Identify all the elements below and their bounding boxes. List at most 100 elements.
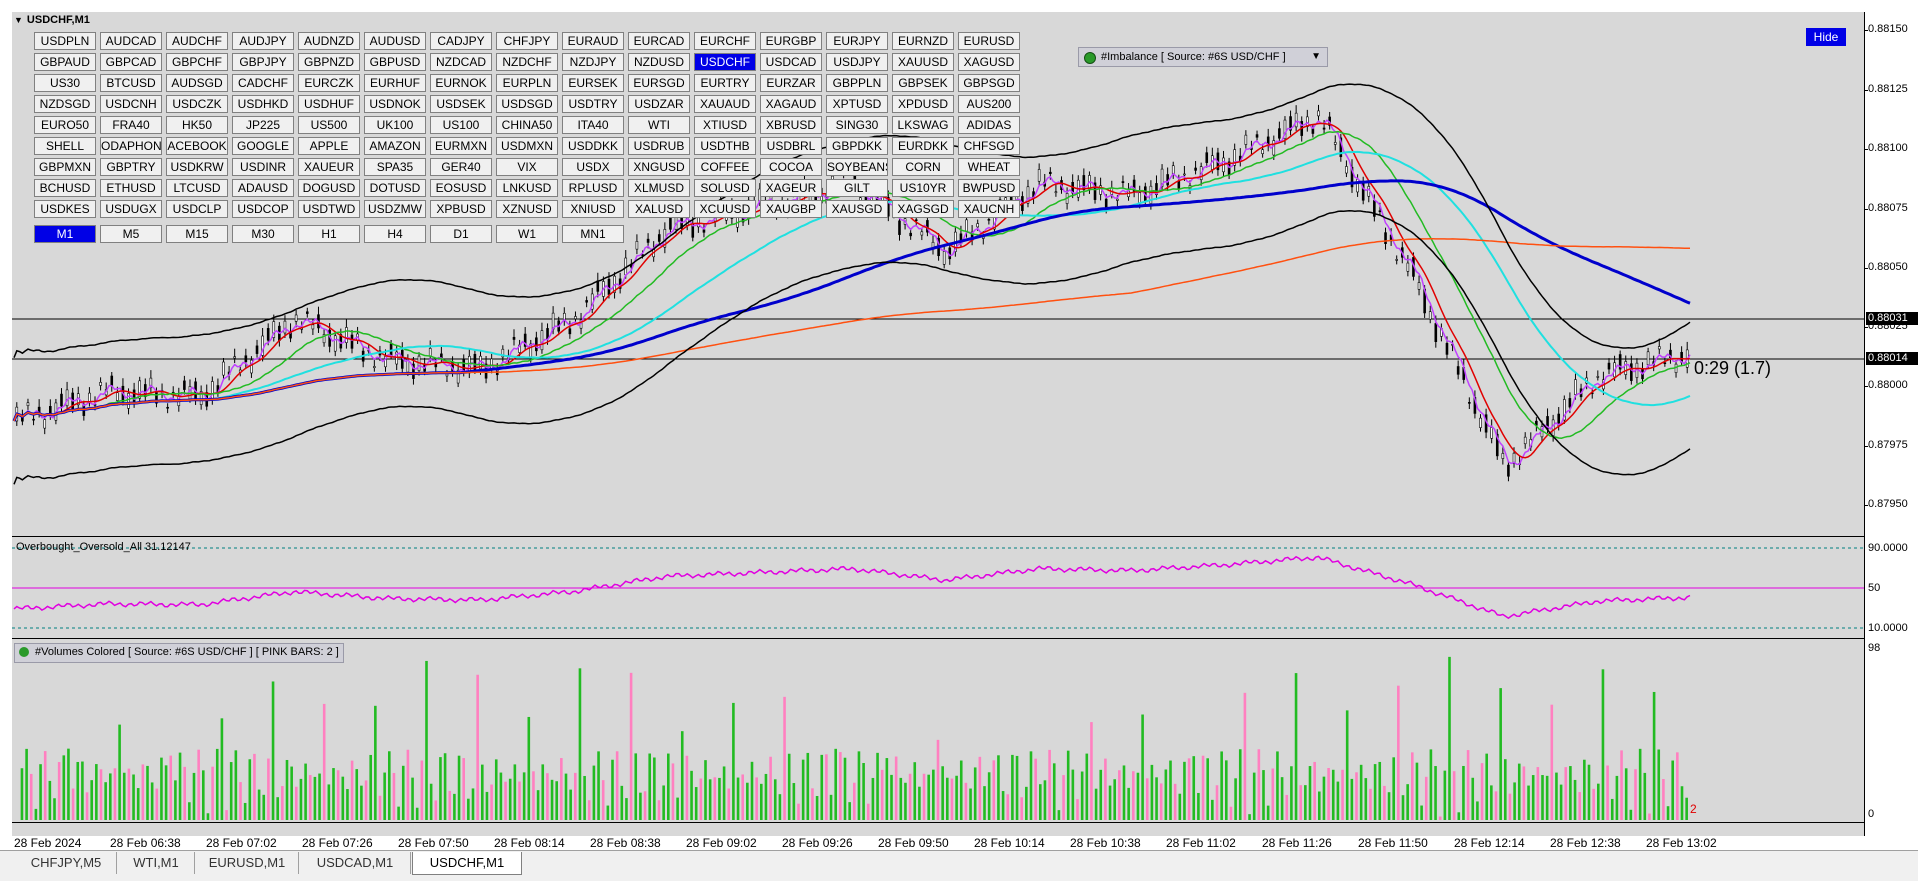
- symbol-button-xageur[interactable]: XAGEUR: [760, 179, 822, 197]
- symbol-button-lkswag[interactable]: LKSWAG: [892, 116, 954, 134]
- symbol-button-us10yr[interactable]: US10YR: [892, 179, 954, 197]
- symbol-button-usdzar[interactable]: USDZAR: [628, 95, 690, 113]
- symbol-button-usdclp[interactable]: USDCLP: [166, 200, 228, 218]
- symbol-button-gbppln[interactable]: GBPPLN: [826, 74, 888, 92]
- symbol-button-gbpusd[interactable]: GBPUSD: [364, 53, 426, 71]
- imbalance-indicator[interactable]: #Imbalance [ Source: #6S USD/CHF ] ▼: [1078, 47, 1328, 67]
- symbol-button-usdbrl[interactable]: USDBRL: [760, 137, 822, 155]
- symbol-button-audjpy[interactable]: AUDJPY: [232, 32, 294, 50]
- symbol-button-usdtwd[interactable]: USDTWD: [298, 200, 360, 218]
- symbol-button-apple[interactable]: APPLE: [298, 137, 360, 155]
- symbol-button-spa35[interactable]: SPA35: [364, 158, 426, 176]
- symbol-button-audcad[interactable]: AUDCAD: [100, 32, 162, 50]
- symbol-button-audusd[interactable]: AUDUSD: [364, 32, 426, 50]
- symbol-button-nzdusd[interactable]: NZDUSD: [628, 53, 690, 71]
- symbol-button-nzdjpy[interactable]: NZDJPY: [562, 53, 624, 71]
- timeframe-button-mn1[interactable]: MN1: [562, 225, 624, 243]
- symbol-button-usdcnh[interactable]: USDCNH: [100, 95, 162, 113]
- symbol-button-eurczk[interactable]: EURCZK: [298, 74, 360, 92]
- symbol-button-gbpcad[interactable]: GBPCAD: [100, 53, 162, 71]
- symbol-button-solusd[interactable]: SOLUSD: [694, 179, 756, 197]
- symbol-button-xagusd[interactable]: XAGUSD: [958, 53, 1020, 71]
- symbol-button-euraud[interactable]: EURAUD: [562, 32, 624, 50]
- symbol-button-gbpnzd[interactable]: GBPNZD: [298, 53, 360, 71]
- symbol-button-xagaud[interactable]: XAGAUD: [760, 95, 822, 113]
- symbol-button-eurgbp[interactable]: EURGBP: [760, 32, 822, 50]
- symbol-button-nzdsgd[interactable]: NZDSGD: [34, 95, 96, 113]
- symbol-button-cadchf[interactable]: CADCHF: [232, 74, 294, 92]
- hide-button[interactable]: Hide: [1806, 28, 1846, 46]
- chart-tab-eurusd-m1[interactable]: EURUSD,M1: [196, 852, 299, 874]
- symbol-button-eurtry[interactable]: EURTRY: [694, 74, 756, 92]
- symbol-button-acebook[interactable]: ACEBOOK: [166, 137, 228, 155]
- symbol-button-xpbusd[interactable]: XPBUSD: [430, 200, 492, 218]
- symbol-button-eosusd[interactable]: EOSUSD: [430, 179, 492, 197]
- symbol-button-xbrusd[interactable]: XBRUSD: [760, 116, 822, 134]
- symbol-button-chfsgd[interactable]: CHFSGD: [958, 137, 1020, 155]
- symbol-button-soybeans[interactable]: SOYBEANS: [826, 158, 888, 176]
- symbol-button-usdrub[interactable]: USDRUB: [628, 137, 690, 155]
- symbol-button-gbpsek[interactable]: GBPSEK: [892, 74, 954, 92]
- symbol-button-euro50[interactable]: EURO50: [34, 116, 96, 134]
- chart-tab-chfjpy-m5[interactable]: CHFJPY,M5: [16, 852, 117, 874]
- symbol-button-xaucnh[interactable]: XAUCNH: [958, 200, 1020, 218]
- symbol-button-usdx[interactable]: USDX: [562, 158, 624, 176]
- symbol-button-usdcad[interactable]: USDCAD: [760, 53, 822, 71]
- symbol-button-xngusd[interactable]: XNGUSD: [628, 158, 690, 176]
- symbol-button-usdczk[interactable]: USDCZK: [166, 95, 228, 113]
- symbol-button-us30[interactable]: US30: [34, 74, 96, 92]
- symbol-button-xptusd[interactable]: XPTUSD: [826, 95, 888, 113]
- symbol-button-xznusd[interactable]: XZNUSD: [496, 200, 558, 218]
- symbol-button-gbpaud[interactable]: GBPAUD: [34, 53, 96, 71]
- symbol-button-usdpln[interactable]: USDPLN: [34, 32, 96, 50]
- symbol-button-usdcop[interactable]: USDCOP: [232, 200, 294, 218]
- symbol-button-xlmusd[interactable]: XLMUSD: [628, 179, 690, 197]
- timeframe-button-w1[interactable]: W1: [496, 225, 558, 243]
- symbol-button-adidas[interactable]: ADIDAS: [958, 116, 1020, 134]
- symbol-button-eurpln[interactable]: EURPLN: [496, 74, 558, 92]
- symbol-button-eurhuf[interactable]: EURHUF: [364, 74, 426, 92]
- symbol-button-xniusd[interactable]: XNIUSD: [562, 200, 624, 218]
- symbol-button-dotusd[interactable]: DOTUSD: [364, 179, 426, 197]
- symbol-button-eurzar[interactable]: EURZAR: [760, 74, 822, 92]
- symbol-button-eurdkk[interactable]: EURDKK: [892, 137, 954, 155]
- symbol-button-nzdcad[interactable]: NZDCAD: [430, 53, 492, 71]
- symbol-button-us100[interactable]: US100: [430, 116, 492, 134]
- symbol-button-audchf[interactable]: AUDCHF: [166, 32, 228, 50]
- symbol-button-gbpsgd[interactable]: GBPSGD: [958, 74, 1020, 92]
- volumes-label[interactable]: #Volumes Colored [ Source: #6S USD/CHF ]…: [14, 643, 344, 663]
- symbol-button-aus200[interactable]: AUS200: [958, 95, 1020, 113]
- symbol-button-vix[interactable]: VIX: [496, 158, 558, 176]
- chart-tab-usdchf-m1[interactable]: USDCHF,M1: [412, 852, 522, 875]
- symbol-button-gbpdkk[interactable]: GBPDKK: [826, 137, 888, 155]
- symbol-button-eurcad[interactable]: EURCAD: [628, 32, 690, 50]
- symbol-button-usdsgd[interactable]: USDSGD: [496, 95, 558, 113]
- timeframe-button-h4[interactable]: H4: [364, 225, 426, 243]
- symbol-button-eurnok[interactable]: EURNOK: [430, 74, 492, 92]
- symbol-button-cadjpy[interactable]: CADJPY: [430, 32, 492, 50]
- timeframe-button-h1[interactable]: H1: [298, 225, 360, 243]
- symbol-button-usdjpy[interactable]: USDJPY: [826, 53, 888, 71]
- symbol-button-xcuusd[interactable]: XCUUSD: [694, 200, 756, 218]
- symbol-button-shell[interactable]: SHELL: [34, 137, 96, 155]
- symbol-button-gbpjpy[interactable]: GBPJPY: [232, 53, 294, 71]
- symbol-button-adausd[interactable]: ADAUSD: [232, 179, 294, 197]
- symbol-button-lnkusd[interactable]: LNKUSD: [496, 179, 558, 197]
- symbol-button-usdnok[interactable]: USDNOK: [364, 95, 426, 113]
- symbol-button-gilt[interactable]: GILT: [826, 179, 888, 197]
- symbol-button-hk50[interactable]: HK50: [166, 116, 228, 134]
- symbol-button-usdugx[interactable]: USDUGX: [100, 200, 162, 218]
- chart-tab-wti-m1[interactable]: WTI,M1: [118, 852, 195, 874]
- symbol-button-chfjpy[interactable]: CHFJPY: [496, 32, 558, 50]
- symbol-button-bchusd[interactable]: BCHUSD: [34, 179, 96, 197]
- symbol-button-amazon[interactable]: AMAZON: [364, 137, 426, 155]
- symbol-button-xauaud[interactable]: XAUAUD: [694, 95, 756, 113]
- symbol-button-eurusd[interactable]: EURUSD: [958, 32, 1020, 50]
- symbol-button-xaueur[interactable]: XAUEUR: [298, 158, 360, 176]
- symbol-button-cocoa[interactable]: COCOA: [760, 158, 822, 176]
- symbol-button-usdzmw[interactable]: USDZMW: [364, 200, 426, 218]
- symbol-button-xtiusd[interactable]: XTIUSD: [694, 116, 756, 134]
- symbol-button-eursgd[interactable]: EURSGD: [628, 74, 690, 92]
- symbol-button-usdinr[interactable]: USDINR: [232, 158, 294, 176]
- symbol-button-corn[interactable]: CORN: [892, 158, 954, 176]
